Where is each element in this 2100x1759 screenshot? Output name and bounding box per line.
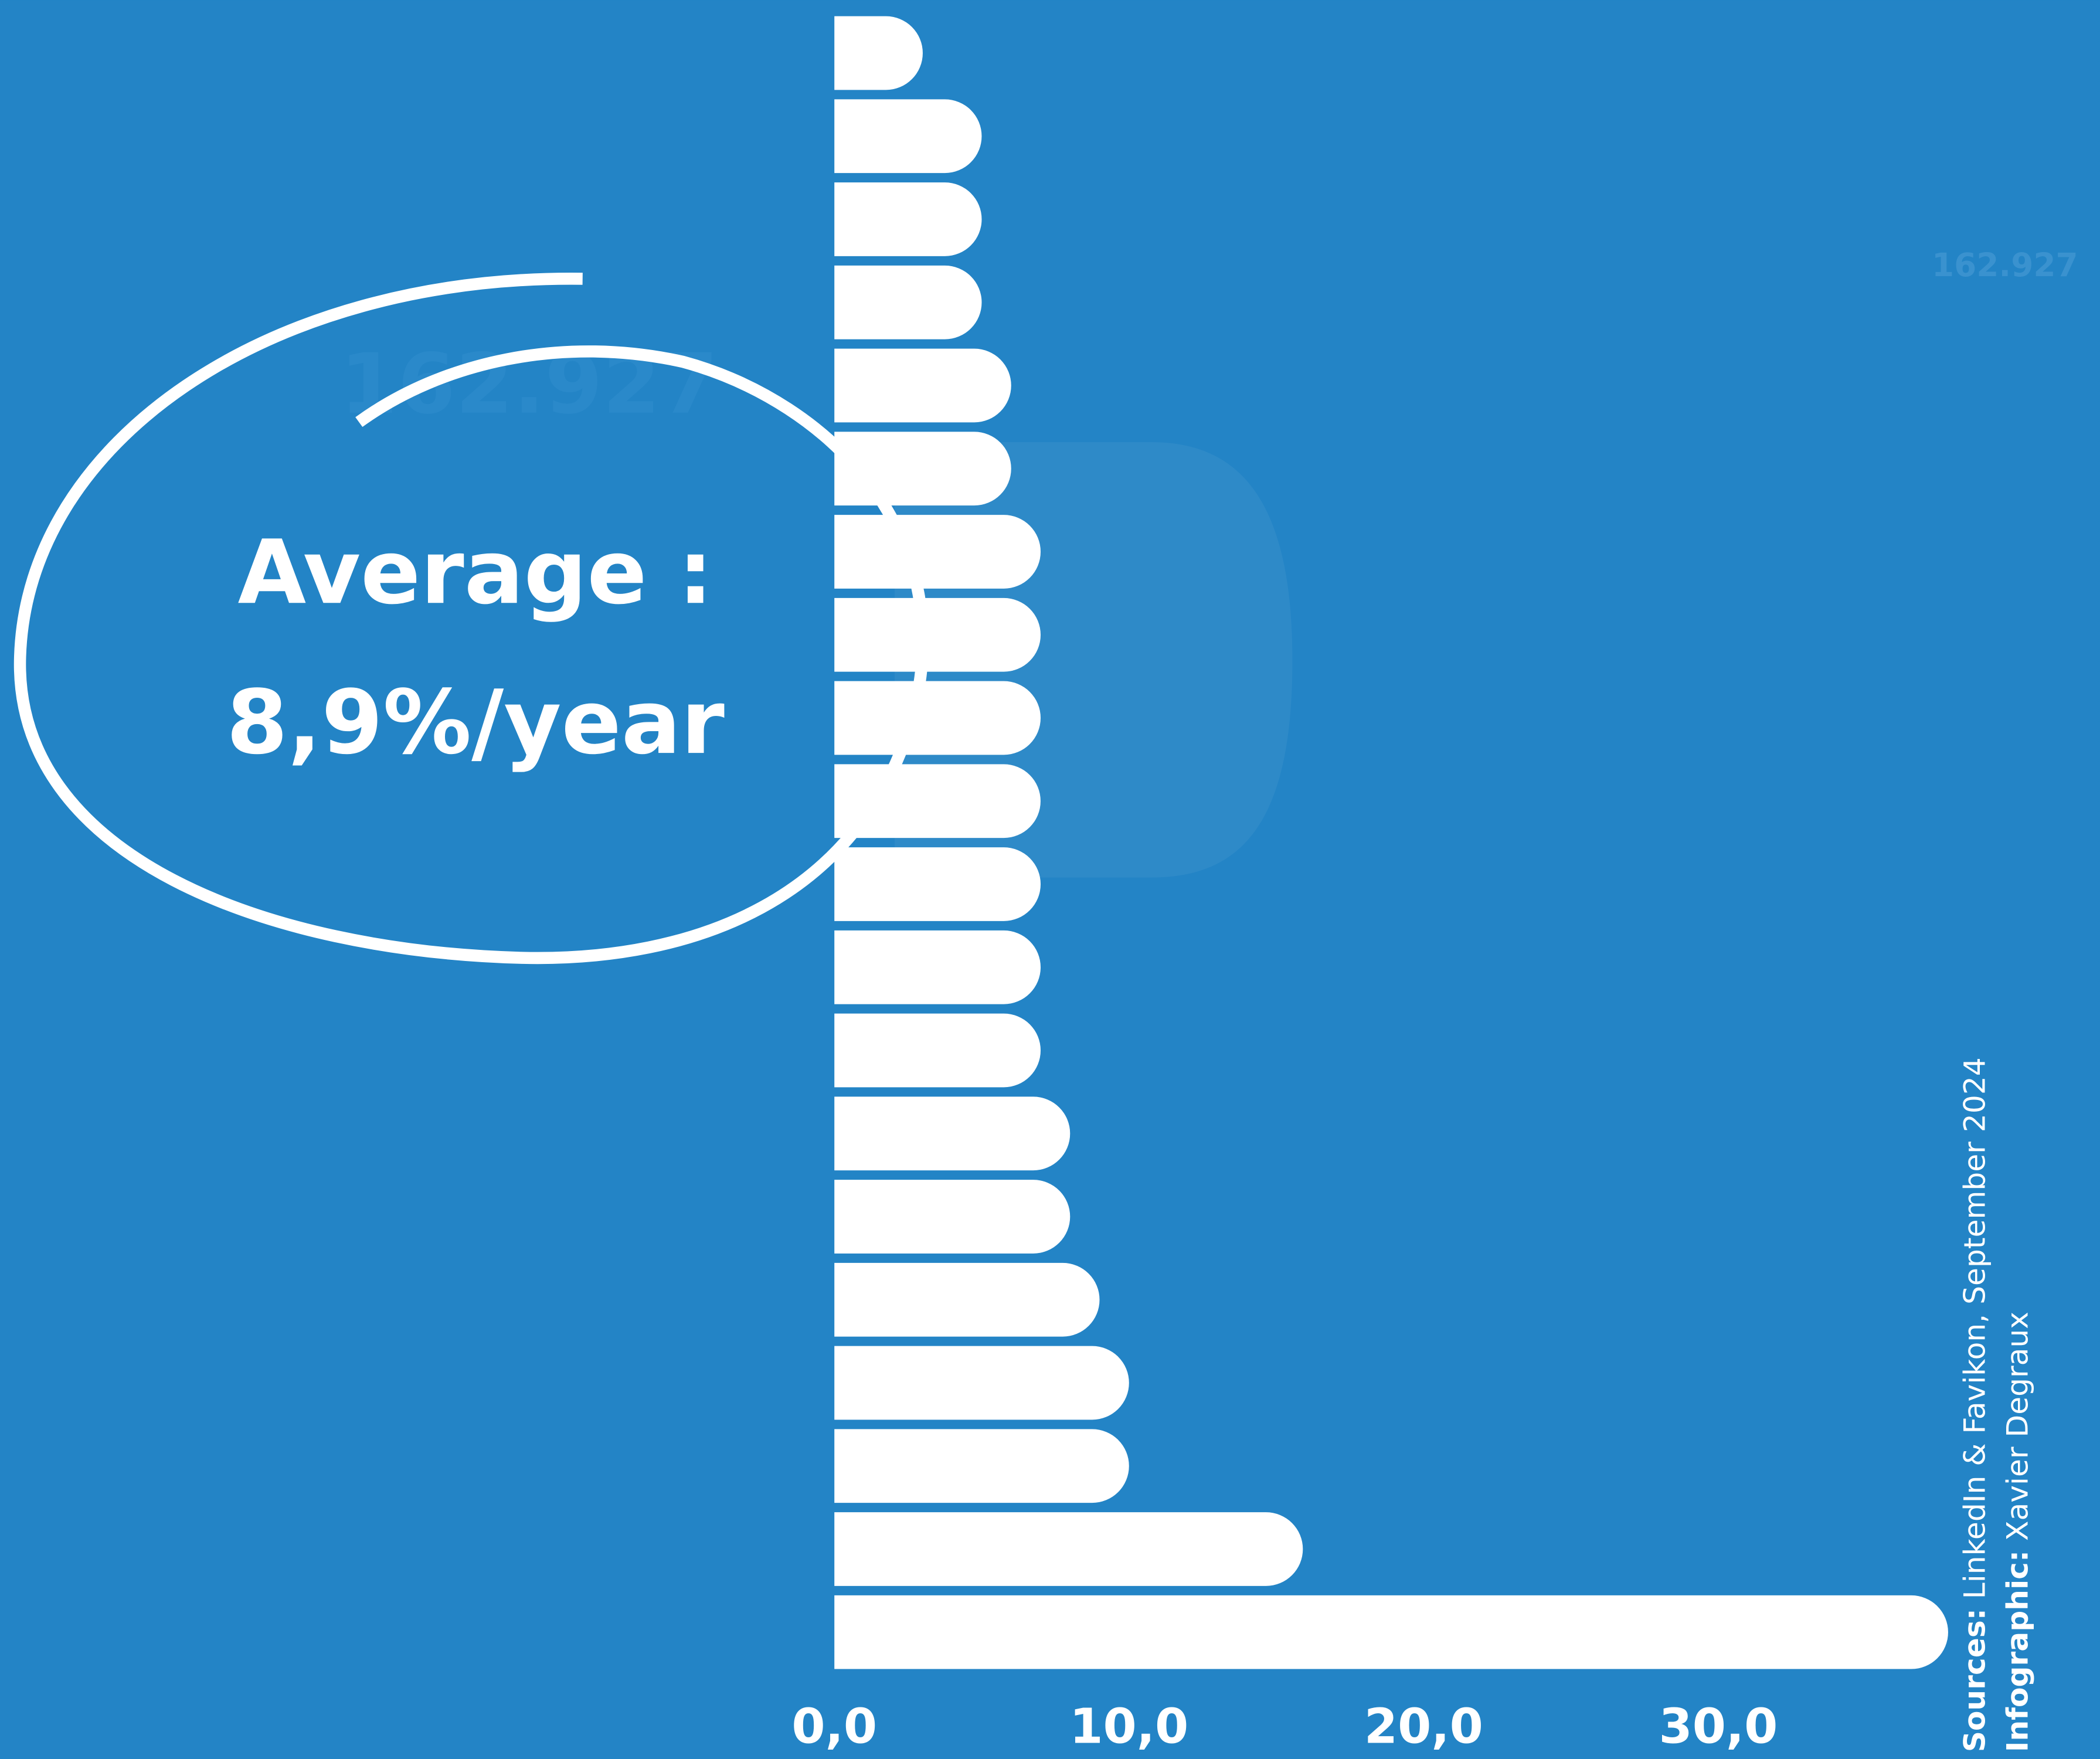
bar <box>834 1512 1303 1586</box>
bar <box>834 1595 1948 1669</box>
bar <box>834 930 1041 1004</box>
bar <box>834 16 923 90</box>
bar <box>834 1013 1041 1088</box>
credit-label: Infographic: <box>2000 1550 2035 1752</box>
credit: Infographic: Xavier Degraux <box>2000 1312 2035 1752</box>
bar <box>834 597 1041 672</box>
bar <box>834 847 1041 921</box>
bar <box>834 99 982 174</box>
credit-text: Xavier Degraux <box>2000 1312 2035 1550</box>
x-tick-label: 0,0 <box>791 1699 877 1754</box>
sources: Sources: LinkedIn & Favikon, September 2… <box>1958 1057 1992 1752</box>
annotation: Average : <box>238 521 713 624</box>
bar <box>834 764 1041 838</box>
bar <box>834 681 1041 755</box>
bar <box>834 515 1041 589</box>
bar <box>834 1262 1100 1337</box>
bar <box>834 1180 1071 1254</box>
bar <box>834 348 1011 423</box>
sources-label: Sources: <box>1958 1608 1992 1752</box>
x-tick-label: 10,0 <box>1069 1699 1188 1754</box>
x-tick-label: 30,0 <box>1659 1699 1778 1754</box>
bar <box>834 182 982 256</box>
x-tick-label: 20,0 <box>1364 1699 1483 1754</box>
sources-text: LinkedIn & Favikon, September 2024 <box>1958 1057 1992 1608</box>
bar <box>834 1429 1129 1503</box>
bar <box>834 432 1011 506</box>
bar <box>834 1096 1071 1171</box>
bar <box>834 1346 1129 1420</box>
highlight-circle <box>13 273 929 965</box>
watermark: 162.927 <box>1932 246 2078 284</box>
annotation: 8,9%/year <box>226 671 725 774</box>
bar <box>834 265 982 339</box>
